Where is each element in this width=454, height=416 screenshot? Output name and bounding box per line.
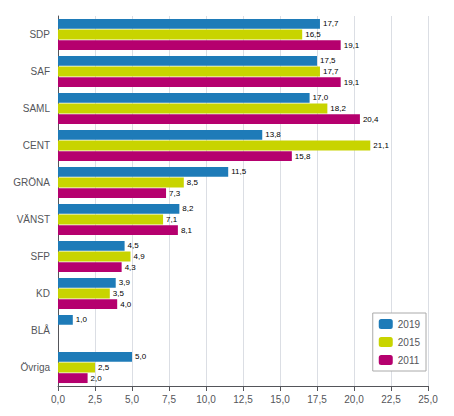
- svg-text:17,5: 17,5: [320, 56, 336, 65]
- svg-text:17,0: 17,0: [313, 93, 329, 102]
- svg-text:3,5: 3,5: [113, 289, 125, 298]
- svg-text:12,5: 12,5: [233, 394, 253, 405]
- svg-text:21,1: 21,1: [373, 141, 389, 150]
- svg-text:1,0: 1,0: [76, 315, 88, 324]
- svg-text:2,5: 2,5: [98, 363, 110, 372]
- svg-text:SAF: SAF: [31, 66, 50, 77]
- svg-text:8,2: 8,2: [182, 204, 194, 213]
- svg-text:2,0: 2,0: [91, 374, 103, 383]
- svg-text:KD: KD: [36, 288, 50, 299]
- svg-text:17,7: 17,7: [323, 19, 339, 28]
- svg-text:25,0: 25,0: [418, 394, 438, 405]
- svg-text:7,3: 7,3: [169, 189, 181, 198]
- svg-text:15,0: 15,0: [270, 394, 290, 405]
- svg-text:22,5: 22,5: [381, 394, 401, 405]
- svg-text:BLÅ: BLÅ: [31, 324, 50, 336]
- svg-text:4,3: 4,3: [125, 263, 137, 272]
- svg-text:2011: 2011: [398, 355, 420, 366]
- svg-text:20,4: 20,4: [363, 115, 379, 124]
- svg-text:VÄNST: VÄNST: [17, 214, 50, 225]
- svg-text:17,5: 17,5: [307, 394, 327, 405]
- svg-text:13,8: 13,8: [265, 130, 281, 139]
- svg-text:3,9: 3,9: [119, 278, 131, 287]
- svg-text:2,5: 2,5: [88, 394, 102, 405]
- svg-text:2015: 2015: [398, 337, 421, 348]
- svg-text:0,0: 0,0: [51, 394, 65, 405]
- svg-text:GRÖNA: GRÖNA: [13, 177, 50, 188]
- svg-text:8,1: 8,1: [181, 226, 193, 235]
- svg-text:18,2: 18,2: [330, 104, 346, 113]
- svg-text:10,0: 10,0: [196, 394, 216, 405]
- svg-text:2019: 2019: [398, 319, 421, 330]
- svg-text:11,5: 11,5: [231, 167, 247, 176]
- svg-text:4,5: 4,5: [128, 241, 140, 250]
- svg-text:SFP: SFP: [31, 251, 51, 262]
- svg-text:7,5: 7,5: [162, 394, 176, 405]
- svg-text:19,1: 19,1: [344, 41, 360, 50]
- svg-text:5,0: 5,0: [135, 352, 147, 361]
- svg-text:16,5: 16,5: [305, 30, 321, 39]
- svg-text:19,1: 19,1: [344, 78, 360, 87]
- svg-text:SAML: SAML: [23, 103, 51, 114]
- svg-text:7,1: 7,1: [166, 215, 178, 224]
- svg-text:15,8: 15,8: [295, 152, 311, 161]
- svg-text:Övriga: Övriga: [21, 362, 51, 373]
- svg-text:CENT: CENT: [23, 140, 50, 151]
- svg-text:17,7: 17,7: [323, 67, 339, 76]
- svg-text:5,0: 5,0: [125, 394, 139, 405]
- svg-text:8,5: 8,5: [187, 178, 199, 187]
- svg-text:4,0: 4,0: [120, 300, 132, 309]
- svg-text:20,0: 20,0: [344, 394, 364, 405]
- svg-text:4,9: 4,9: [134, 252, 146, 261]
- svg-text:SDP: SDP: [29, 29, 50, 40]
